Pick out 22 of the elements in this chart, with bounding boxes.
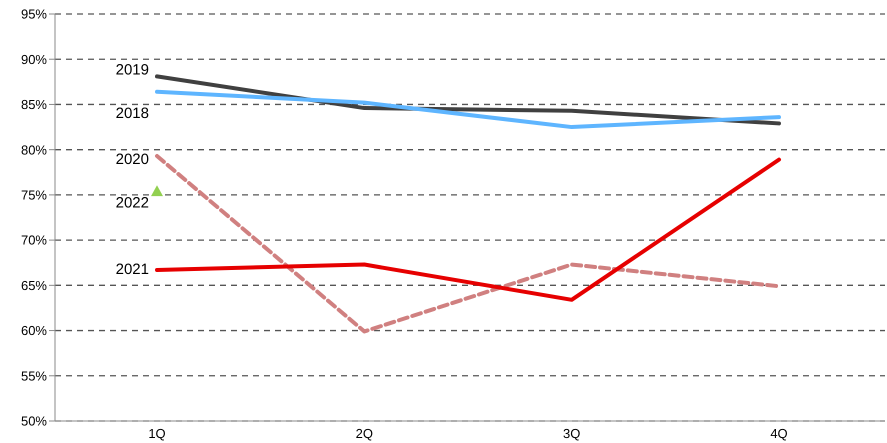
y-tick-label: 50% xyxy=(20,414,48,429)
series-label: 2018 xyxy=(116,104,149,122)
y-tick-label: 95% xyxy=(20,6,48,22)
x-tick-label: 3Q xyxy=(562,426,580,442)
y-tick-label: 75% xyxy=(20,188,48,203)
x-tick-label: 2Q xyxy=(356,426,374,442)
y-tick-label: 55% xyxy=(20,368,48,384)
series-label: 2019 xyxy=(116,61,149,78)
line-series xyxy=(155,90,781,130)
line-series xyxy=(155,154,781,334)
y-tick-label: 90% xyxy=(20,52,48,67)
y-tick-label: 65% xyxy=(20,278,48,293)
series-label: 2022 xyxy=(116,194,149,212)
y-tick-label: 80% xyxy=(20,142,48,158)
x-tick-label: 1Q xyxy=(148,426,166,442)
line-series xyxy=(155,158,781,302)
y-tick-label: 60% xyxy=(20,323,48,338)
y-tick-label: 85% xyxy=(20,97,48,112)
series-label: 2021 xyxy=(116,260,149,278)
y-tick-label: 70% xyxy=(20,232,48,248)
x-tick-label: 4Q xyxy=(770,426,788,442)
series-label: 2020 xyxy=(116,151,149,168)
